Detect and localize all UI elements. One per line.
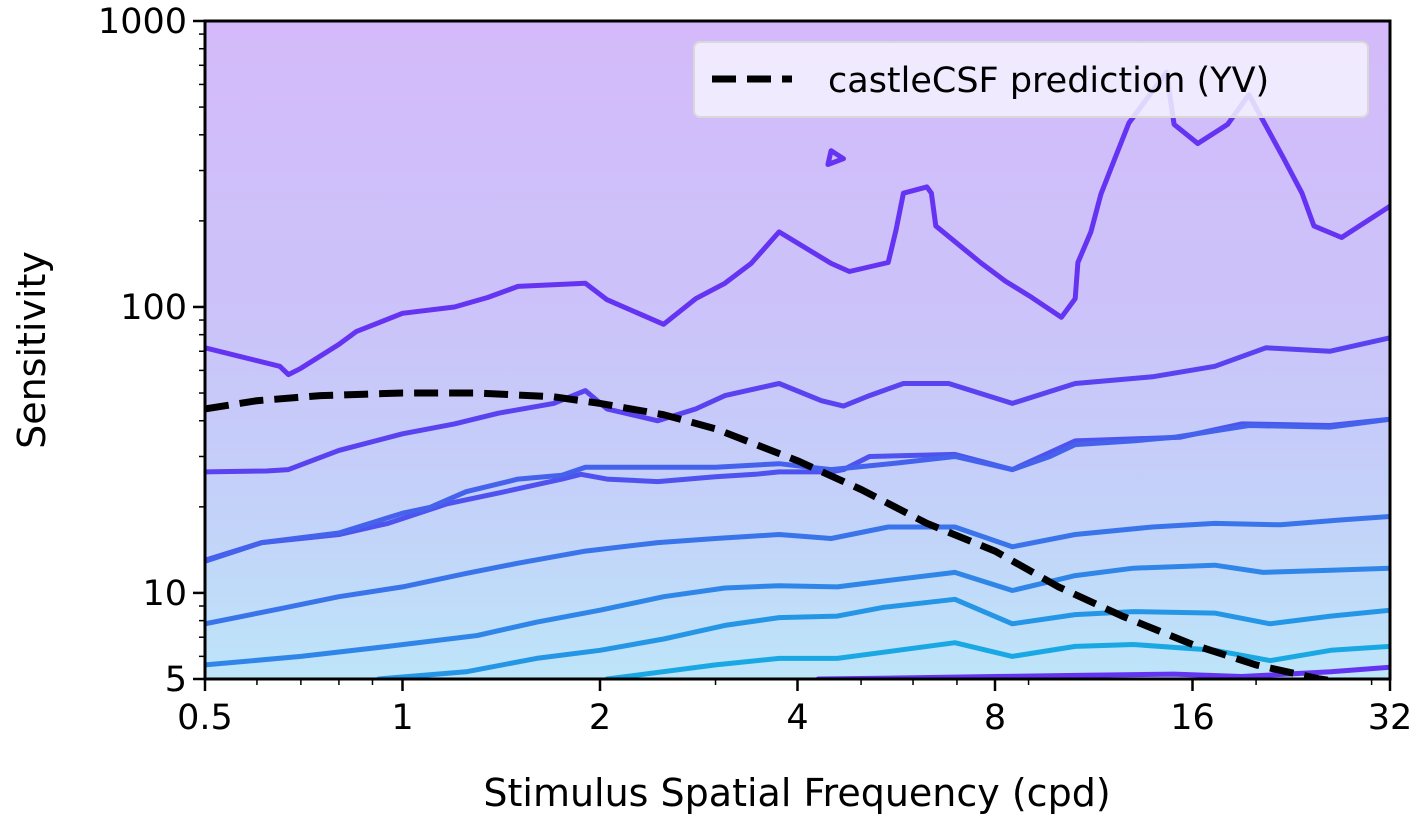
contour-line-2: [205, 335, 1390, 475]
y-tick-label: 10: [142, 574, 187, 614]
contour-line-6: [205, 562, 1390, 668]
x-tick-label: 8: [984, 698, 1006, 738]
y-axis-label: Sensitivity: [10, 251, 54, 449]
prediction-series: [205, 389, 1343, 679]
legend: castleCSF prediction (YV): [693, 41, 1369, 118]
x-tick-label: 32: [1368, 698, 1413, 738]
y-tick-label: 1000: [98, 2, 187, 42]
legend-entry-label: castleCSF prediction (YV): [828, 61, 1269, 101]
x-tick-label: 4: [786, 698, 808, 738]
prediction-line-1: [205, 389, 1343, 679]
contour-line-4: [205, 416, 1390, 564]
x-tick-label: 1: [391, 698, 413, 738]
y-tick-label: 100: [120, 288, 187, 328]
x-axis-label: Stimulus Spatial Frequency (cpd): [483, 771, 1110, 815]
contour-line-1: [205, 69, 1390, 378]
axes: 0.5 1 2 4 8 16 32 5 10 100 1000: [98, 2, 1412, 738]
contour-loop: [825, 148, 846, 167]
x-tick-label: 16: [1170, 698, 1215, 738]
y-tick-label: 5: [165, 660, 187, 700]
x-tick-label: 2: [589, 698, 611, 738]
plot-background: [205, 21, 1390, 679]
contour-line-7: [376, 596, 1390, 679]
contour-lines: [205, 69, 1390, 679]
contour-line-8: [604, 640, 1390, 679]
x-tick-label: 0.5: [177, 698, 233, 738]
contour-line-5: [205, 514, 1390, 627]
legend-box: [693, 41, 1369, 118]
